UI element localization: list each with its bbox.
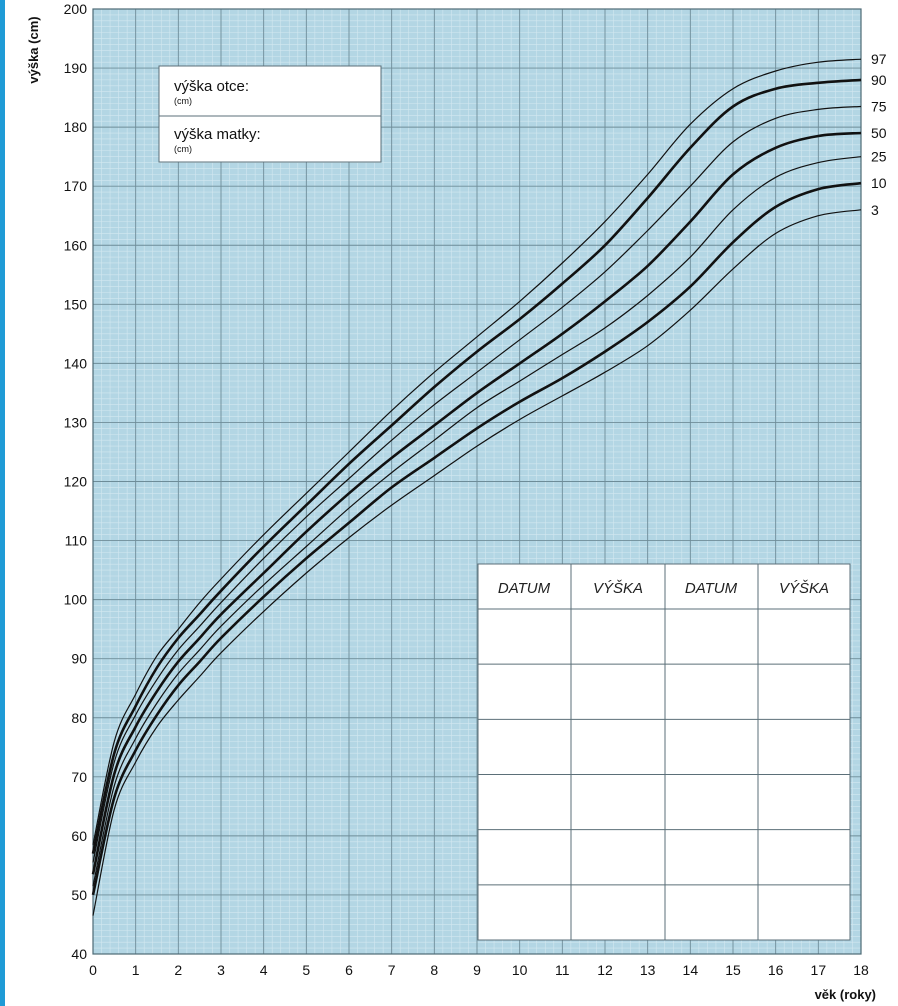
y-tick-label: 130 [64, 414, 88, 430]
x-tick-label: 18 [853, 962, 869, 978]
y-axis-title: výška (cm) [26, 16, 41, 83]
y-tick-label: 190 [64, 60, 88, 76]
y-tick-label: 140 [64, 355, 88, 371]
y-tick-label: 90 [71, 651, 87, 667]
y-tick-label: 80 [71, 710, 87, 726]
x-tick-label: 4 [260, 962, 268, 978]
y-tick-label: 120 [64, 474, 88, 490]
x-tick-label: 8 [430, 962, 438, 978]
x-tick-label: 5 [302, 962, 310, 978]
x-tick-label: 15 [725, 962, 741, 978]
y-tick-label: 170 [64, 178, 88, 194]
percentile-label-3: 3 [871, 202, 879, 218]
percentile-label-97: 97 [871, 51, 887, 67]
table-header-height-2: VÝŠKA [779, 580, 829, 597]
percentile-curve-97 [92, 58, 862, 845]
x-tick-label: 11 [555, 962, 570, 978]
x-tick-label: 16 [768, 962, 784, 978]
table-header-date-2: DATUM [685, 580, 738, 597]
x-tick-label: 1 [132, 962, 140, 978]
father-height-unit: (cm) [174, 96, 192, 106]
percentile-labels: 97 90 75 50 25 10 3 [871, 51, 887, 218]
left-edge-bar [0, 0, 5, 1006]
percentile-label-10: 10 [871, 175, 887, 191]
plot-frame [92, 8, 862, 955]
x-tick-label: 10 [512, 962, 528, 978]
x-tick-label: 14 [683, 962, 699, 978]
mother-height-unit: (cm) [174, 144, 192, 154]
x-tick-label: 2 [174, 962, 182, 978]
x-tick-label: 3 [217, 962, 225, 978]
parents-height-box: výška otce: (cm) výška matky: (cm) [158, 65, 382, 163]
percentile-curve-10 [91, 181, 862, 896]
percentile-curve-3 [92, 209, 862, 916]
percentile-curve-75 [92, 105, 862, 863]
x-tick-label: 7 [388, 962, 396, 978]
y-tick-label: 50 [71, 887, 87, 903]
table-header-date-1: DATUM [498, 580, 551, 597]
x-tick-label: 17 [811, 962, 827, 978]
y-tick-label: 100 [64, 592, 88, 608]
x-tick-label: 13 [640, 962, 656, 978]
x-tick-labels: 0 1 2 3 4 5 6 7 8 9 10 11 12 13 14 15 16 17 18 [89, 962, 869, 978]
y-tick-label: 110 [65, 533, 88, 549]
y-tick-label: 200 [64, 1, 88, 17]
percentile-curves [91, 58, 862, 916]
percentile-curve-25 [92, 156, 862, 887]
percentile-curve-90 [91, 78, 862, 854]
y-tick-label: 60 [71, 828, 87, 844]
y-tick-label: 160 [64, 237, 88, 253]
x-tick-label: 0 [89, 962, 97, 978]
y-tick-label: 40 [71, 946, 87, 962]
percentile-label-90: 90 [871, 72, 887, 88]
table-header-height-1: VÝŠKA [593, 580, 643, 597]
percentile-curve-50 [91, 131, 862, 875]
x-tick-label: 9 [473, 962, 481, 978]
x-tick-label: 12 [597, 962, 613, 978]
x-tick-label: 6 [345, 962, 353, 978]
mother-height-label: výška matky: [174, 126, 261, 143]
percentile-label-75: 75 [871, 98, 887, 114]
y-tick-label: 150 [64, 296, 88, 312]
y-tick-label: 70 [71, 769, 87, 785]
y-tick-labels: 40 50 60 70 80 90 100 110 120 130 140 150 160 170 180 1… [64, 1, 88, 962]
percentile-label-50: 50 [871, 125, 887, 141]
x-axis-title: věk (roky) [815, 987, 876, 1002]
measurement-table: DATUM VÝŠKA DATUM VÝŠKA [477, 563, 851, 941]
percentile-label-25: 25 [871, 149, 887, 165]
y-tick-label: 180 [64, 119, 88, 135]
father-height-label: výška otce: [174, 78, 249, 95]
